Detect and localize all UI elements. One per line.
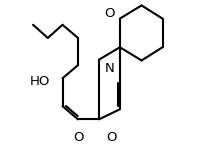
Text: N: N xyxy=(104,62,114,75)
Text: O: O xyxy=(104,7,114,20)
Text: O: O xyxy=(72,131,83,144)
Text: HO: HO xyxy=(30,75,50,88)
Text: O: O xyxy=(106,131,116,144)
